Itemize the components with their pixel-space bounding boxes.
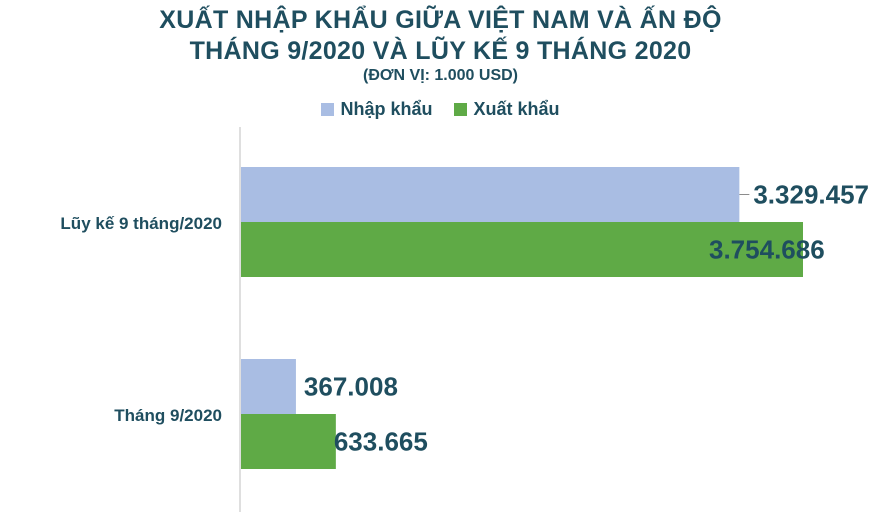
legend-item-export: Xuất khẩu (454, 99, 560, 120)
legend-item-import: Nhập khẩu (321, 99, 432, 120)
legend-swatch-import (321, 103, 335, 116)
value-label-export-cumulative-9-months: 3.754.686 (709, 235, 825, 265)
bar-export-september-2020 (241, 414, 336, 469)
value-label-export-september-2020: 633.665 (334, 427, 428, 457)
chart-subtitle: (ĐƠN VỊ: 1.000 USD) (362, 67, 518, 84)
legend-label-export: Xuất khẩu (473, 99, 560, 119)
legend-label-import: Nhập khẩu (340, 99, 433, 119)
category-label-cumulative-9-months: Lũy kế 9 tháng/2020 (60, 214, 222, 233)
value-label-import-september-2020: 367.008 (304, 372, 398, 402)
bar-import-cumulative-9-months (241, 167, 740, 222)
bar-export-cumulative-9-months (241, 222, 803, 277)
chart-legend: Nhập khẩu Xuất khẩu (0, 99, 881, 120)
bar-import-september-2020 (241, 359, 296, 414)
chart-title-line-1: XUẤT NHẬP KHẨU GIỮA VIỆT NAM VÀ ẤN ĐỘ (159, 6, 722, 34)
value-label-import-cumulative-9-months: 3.329.457 (753, 180, 869, 210)
legend-swatch-export (454, 103, 468, 116)
chart-title-line-2: THÁNG 9/2020 VÀ LŨY KẾ 9 THÁNG 2020 (189, 37, 692, 65)
category-label-september-2020: Tháng 9/2020 (114, 406, 222, 425)
